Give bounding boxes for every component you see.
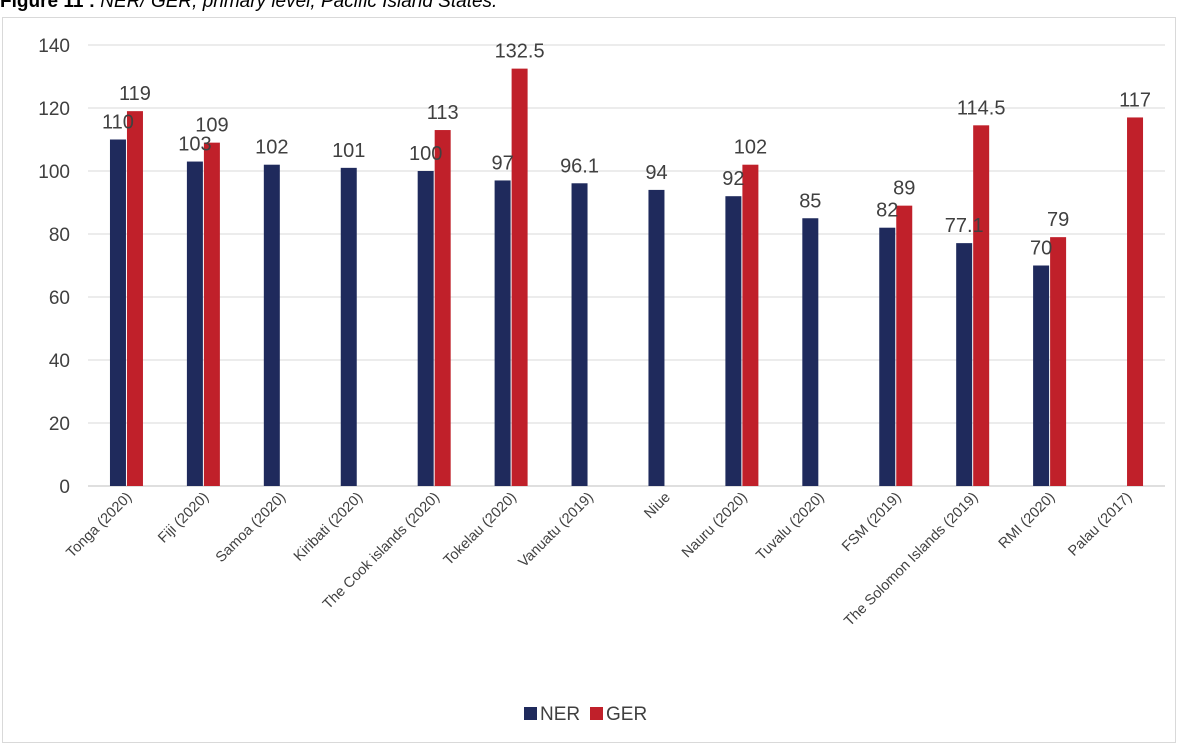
y-tick-label: 120 xyxy=(38,99,70,120)
y-tick-label: 0 xyxy=(59,477,70,498)
y-tick-label: 40 xyxy=(49,351,70,372)
bar-ger xyxy=(896,205,913,486)
x-tick-label: The Solomon Islands (2019) xyxy=(841,490,981,630)
bar-ner xyxy=(648,189,665,486)
bar-ner xyxy=(571,183,588,486)
data-label-ger: 114.5 xyxy=(957,97,1006,119)
data-label-ner: 101 xyxy=(332,140,365,162)
figure-number: Figure 11 : xyxy=(0,0,96,12)
bar-ner xyxy=(1033,265,1050,486)
x-tick-label: Fiji (2020) xyxy=(155,490,212,547)
x-tick-label: RMI (2020) xyxy=(996,490,1059,553)
y-tick-label: 80 xyxy=(49,225,70,246)
legend: NER GER xyxy=(524,704,647,725)
bar-ger xyxy=(511,68,528,486)
data-label-ner: 96.1 xyxy=(560,155,599,177)
x-tick-label: Tonga (2020) xyxy=(64,490,136,562)
legend-swatch-ger xyxy=(590,707,603,720)
legend-label-ger: GER xyxy=(606,704,647,725)
data-label-ner: 82 xyxy=(876,200,898,222)
data-label-ner: 77.1 xyxy=(945,215,984,237)
data-label-ner: 110 xyxy=(102,112,134,134)
bar-ger xyxy=(973,125,990,486)
data-label-ger: 132.5 xyxy=(495,41,545,63)
data-label-ger: 109 xyxy=(195,115,228,137)
data-label-ger: 119 xyxy=(119,83,151,105)
bar-ner xyxy=(186,161,203,487)
bar-ner xyxy=(263,164,280,486)
y-tick-label: 20 xyxy=(49,414,70,435)
data-label-ner: 94 xyxy=(645,162,667,184)
bar-ner xyxy=(494,180,511,486)
x-tick-label: Samoa (2020) xyxy=(213,490,289,566)
data-label-ger: 102 xyxy=(734,137,767,159)
data-label-ner: 70 xyxy=(1030,238,1052,260)
x-tick-label: Kiribati (2020) xyxy=(291,490,366,565)
x-tick-label: Vanuatu (2019) xyxy=(516,490,597,571)
data-label-ger: 117 xyxy=(1119,89,1151,111)
y-tick-label: 140 xyxy=(38,36,70,57)
legend-swatch-ner xyxy=(524,707,537,720)
bar-ner xyxy=(956,243,973,486)
bar-ger xyxy=(742,164,759,486)
figure-title: NER/ GER, primary level, Pacific Island … xyxy=(95,0,498,12)
bar-ner xyxy=(879,227,896,486)
y-tick-label: 60 xyxy=(49,288,70,309)
bar-ger xyxy=(203,142,220,486)
x-tick-label: Niue xyxy=(641,490,673,522)
data-label-ger: 79 xyxy=(1047,209,1069,231)
bar-ner xyxy=(109,139,126,486)
legend-label-ner: NER xyxy=(540,704,580,725)
data-label-ner: 100 xyxy=(409,143,442,165)
data-label-ner: 85 xyxy=(799,190,821,212)
data-label-ger: 113 xyxy=(427,102,459,124)
bars xyxy=(109,68,1144,487)
data-label-ner: 102 xyxy=(255,137,288,159)
data-label-ner: 97 xyxy=(491,152,513,174)
bar-ner xyxy=(802,218,819,486)
y-tick-label: 100 xyxy=(38,162,70,183)
x-tick-label: Tokelau (2020) xyxy=(441,490,520,569)
x-tick-label: Nauru (2020) xyxy=(679,490,751,562)
bar-ner xyxy=(725,196,742,486)
bar-ger xyxy=(126,111,143,487)
bar-ner xyxy=(340,167,357,486)
x-tick-label: FSM (2019) xyxy=(839,490,904,555)
bar-ger xyxy=(434,130,451,487)
bar-ger xyxy=(1127,117,1144,486)
x-tick-label: Palau (2017) xyxy=(1065,490,1135,560)
bar-ger xyxy=(1050,237,1067,486)
data-label-ner: 92 xyxy=(722,168,744,190)
figure-caption: Figure 11 : NER/ GER, primary level, Pac… xyxy=(0,0,497,17)
data-label-ner: 103 xyxy=(178,134,211,156)
x-tick-label: Tuvalu (2020) xyxy=(753,490,827,564)
bar-ner xyxy=(417,171,434,486)
data-label-ger: 89 xyxy=(893,178,915,200)
